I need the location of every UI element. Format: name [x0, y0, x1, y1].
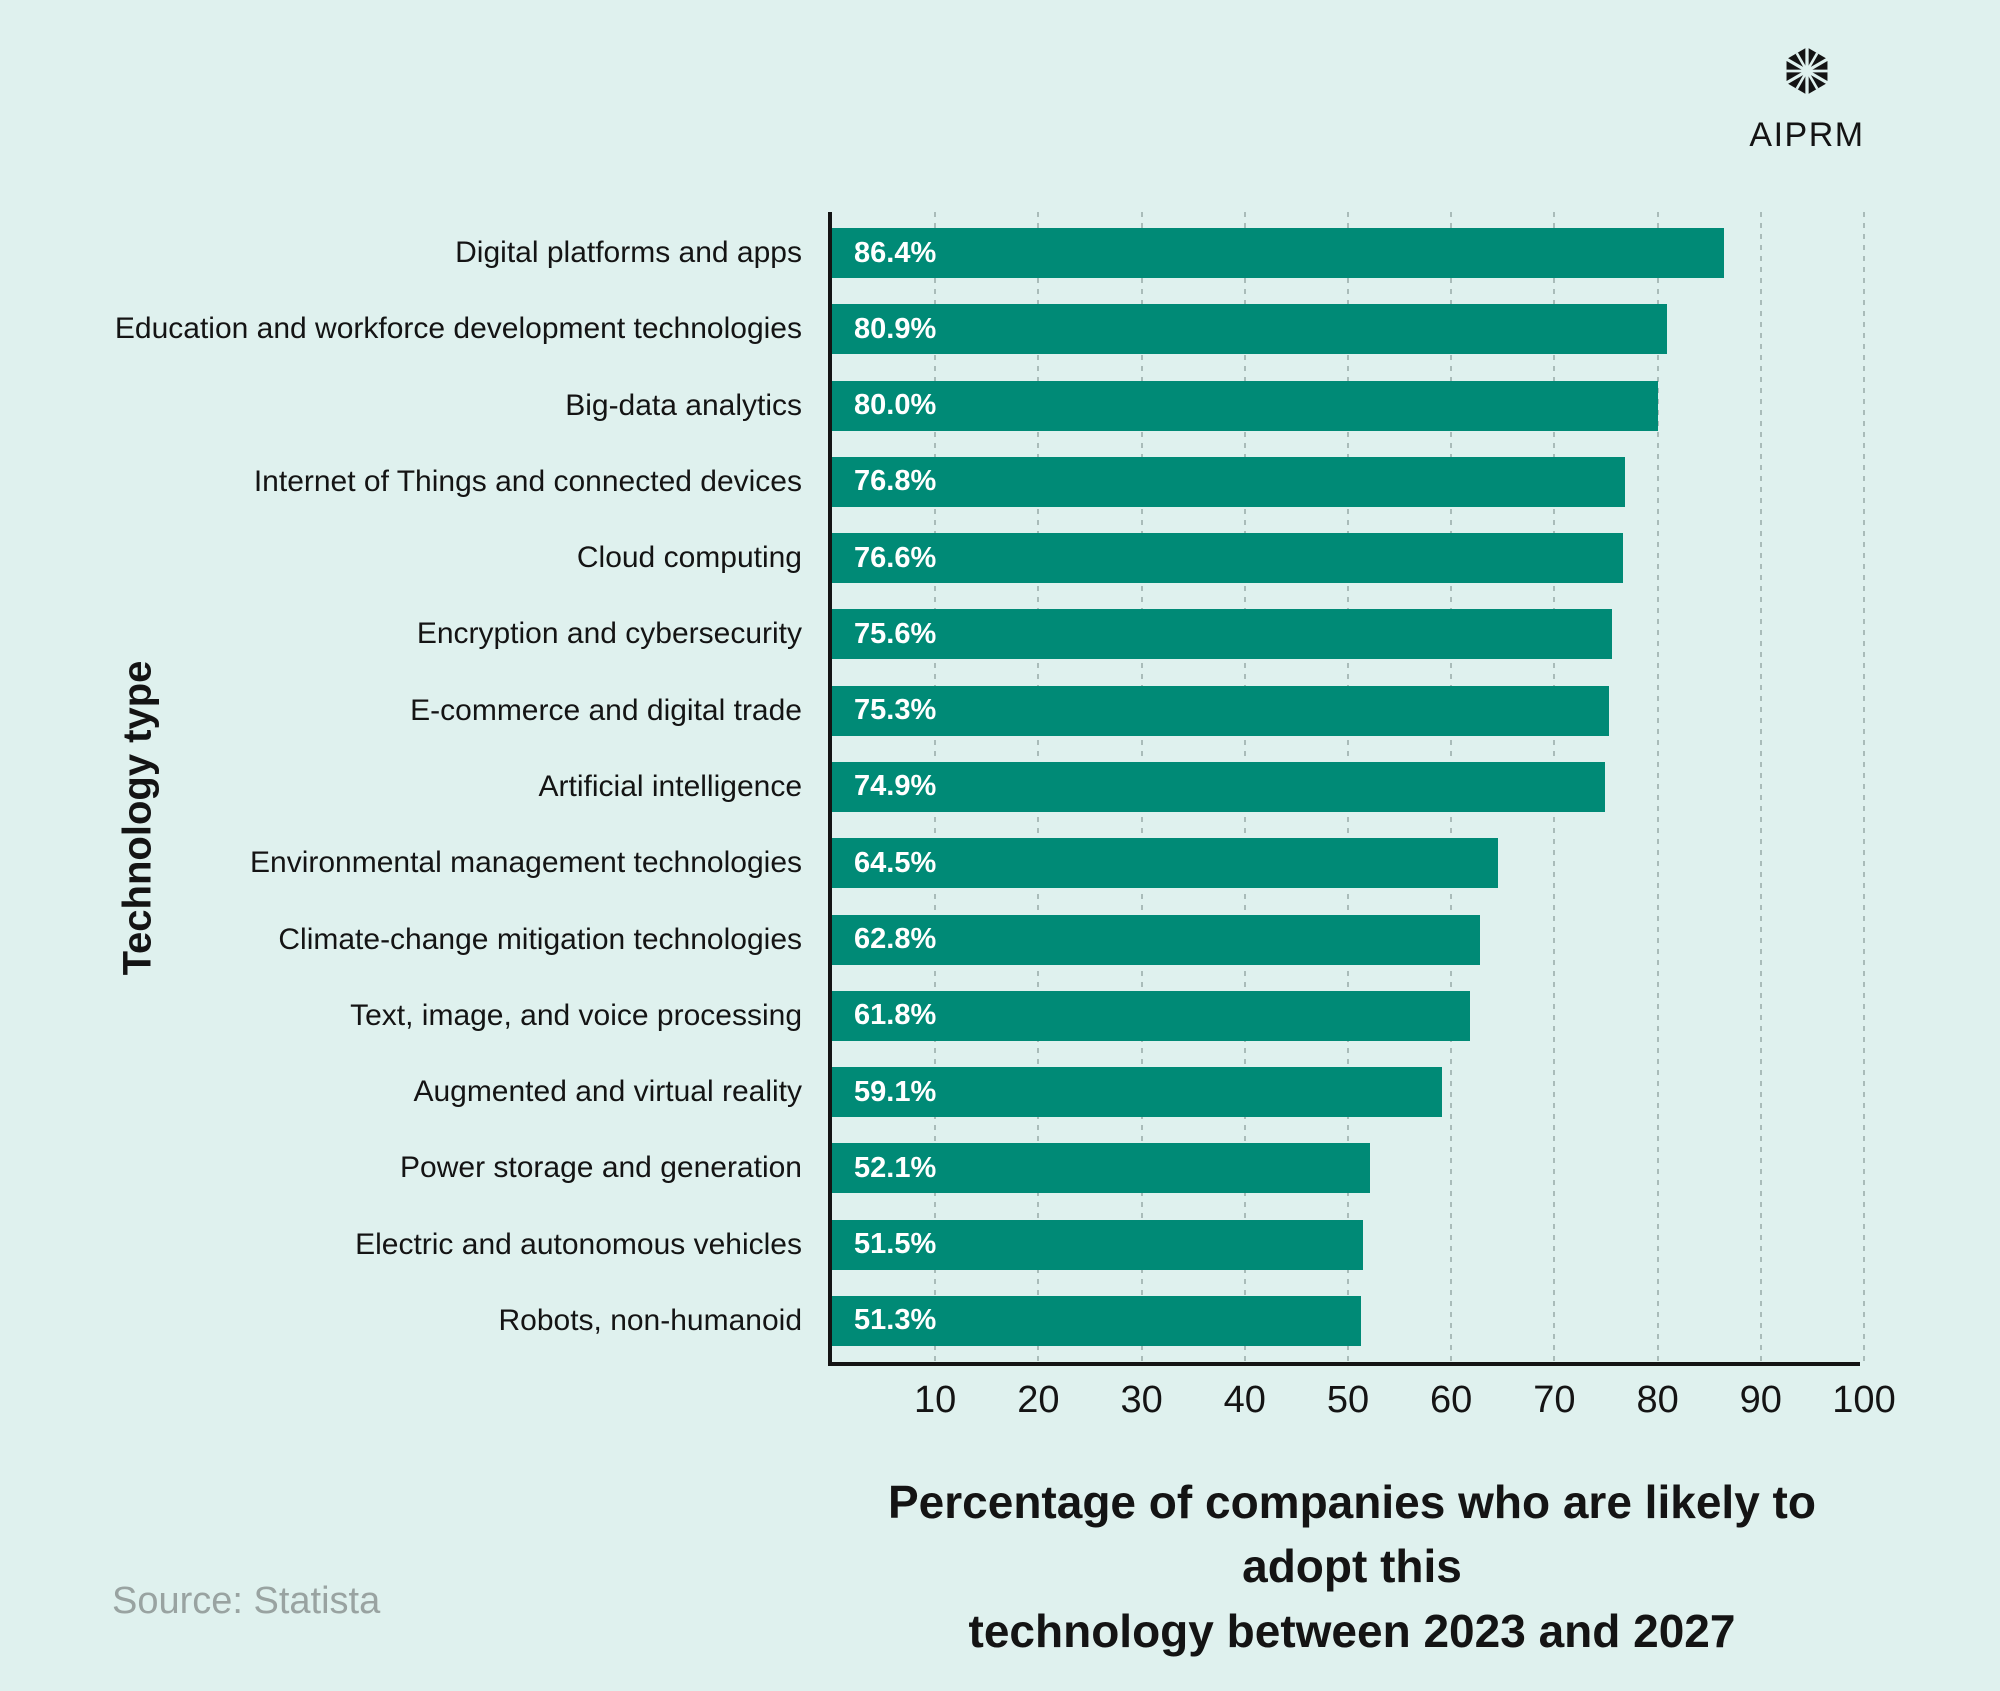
bar-value-label: 62.8% [854, 923, 937, 956]
category-label: Electric and autonomous vehicles [355, 1227, 802, 1261]
category-label: Internet of Things and connected devices [253, 464, 802, 498]
chart-row: Environmental management technologies 64.… [250, 838, 1860, 889]
x-axis-tick-50: 50 [1326, 1379, 1370, 1421]
chart-row: Cloud computing 76.6% [577, 533, 1860, 584]
x-axis-tick-90: 90 [1739, 1379, 1782, 1421]
bar-value-label: 52.1% [854, 1151, 937, 1184]
category-label: Encryption and cybersecurity [416, 617, 802, 651]
x-axis-tick-80: 80 [1636, 1379, 1679, 1421]
source-note: Source: Statista [112, 1580, 381, 1622]
chart-row: Education and workforce development tech… [115, 304, 1860, 355]
bar: 75.3% [832, 685, 1610, 736]
bar: 59.1% [832, 1067, 1442, 1118]
bar: 76.6% [832, 533, 1623, 584]
bar: 86.4% [832, 228, 1724, 278]
brand-name: AIPRM [1749, 116, 1865, 154]
category-label: Digital platforms and apps [455, 236, 802, 269]
gridline-80 [1656, 212, 1659, 1362]
chart-row: Digital platforms and apps 86.4% [455, 228, 1860, 278]
x-axis-tick-70: 70 [1533, 1379, 1576, 1421]
x-axis-tick-20: 20 [1017, 1379, 1060, 1421]
chart-row: Robots, non-humanoid 51.3% [498, 1295, 1860, 1346]
category-label: Robots, non-humanoid [498, 1303, 802, 1337]
category-label: Big-data analytics [565, 388, 802, 422]
x-axis-tick-60: 60 [1430, 1379, 1473, 1421]
x-axis-tick-10: 10 [914, 1379, 957, 1421]
brand-logo: AIPRM [1742, 36, 1872, 155]
gridline-90 [1759, 212, 1762, 1362]
bar: 64.5% [832, 838, 1498, 889]
x-axis-title-line-1: Percentage of companies who are likely t… [888, 1476, 1816, 1593]
x-axis-ticks: 10 20 30 40 50 60 70 80 90 100 [832, 1379, 1896, 1421]
x-axis-title-line-2: technology between 2023 and 2027 [968, 1604, 1736, 1657]
bar-value-label: 75.6% [854, 617, 937, 650]
chart-row: E-commerce and digital trade 75.3% [410, 685, 1860, 736]
category-label: Education and workforce development tech… [114, 312, 802, 346]
chart-row: Big-data analytics 80.0% [565, 380, 1860, 431]
bar-value-label: 64.5% [854, 846, 937, 879]
x-axis-tick-100: 100 [1832, 1379, 1896, 1421]
bar-rows: Digital platforms and apps 86.4% Education… [115, 212, 1860, 1362]
category-label: Augmented and virtual reality [413, 1075, 802, 1109]
category-label: Cloud computing [576, 541, 802, 575]
bar-value-label: 76.8% [854, 465, 937, 498]
category-label: Power storage and generation [400, 1151, 802, 1185]
chart-row: Encryption and cybersecurity 75.6% [417, 609, 1860, 660]
bar: 74.9% [832, 761, 1605, 812]
chart-row: Power storage and generation 52.1% [400, 1143, 1860, 1194]
bar-value-label: 61.8% [854, 999, 937, 1032]
gridline-100 [1863, 212, 1865, 1362]
plot-area: Digital platforms and apps 86.4% Education… [115, 212, 1896, 1421]
bar: 80.0% [832, 380, 1658, 431]
chart-row: Augmented and virtual reality 59.1% [413, 1067, 1860, 1118]
chart-row: Electric and autonomous vehicles 51.5% [355, 1219, 1860, 1270]
y-axis-title: Technology type [115, 660, 160, 976]
bar: 51.3% [832, 1295, 1362, 1346]
chart-row: Climate-change mitigation technologies 62… [278, 914, 1860, 965]
category-label: E-commerce and digital trade [410, 693, 802, 727]
category-label: Climate-change mitigation technologies [278, 922, 802, 956]
bar-value-label: 75.3% [854, 694, 937, 727]
bar-value-label: 74.9% [854, 770, 937, 803]
category-label: Environmental management technologies [250, 846, 802, 880]
category-label: Text, image, and voice processing [350, 998, 802, 1032]
bar-value-label: 80.0% [854, 389, 937, 422]
bar: 76.8% [832, 456, 1625, 507]
bar: 61.8% [832, 990, 1470, 1041]
chart-row: Text, image, and voice processing 61.8% [350, 990, 1860, 1041]
bar: 75.6% [832, 609, 1613, 660]
bar-value-label: 80.9% [854, 312, 937, 345]
category-label: Artificial intelligence [538, 769, 802, 803]
x-axis-tick-40: 40 [1223, 1379, 1266, 1421]
bar: 51.5% [832, 1219, 1364, 1270]
bar-value-label: 76.6% [854, 541, 937, 574]
x-axis-title: Percentage of companies who are likely t… [828, 1470, 1876, 1663]
bar-value-label: 59.1% [854, 1075, 937, 1108]
chart-row: Internet of Things and connected devices… [254, 456, 1860, 507]
bar: 80.9% [832, 304, 1667, 355]
bar: 62.8% [832, 914, 1481, 965]
x-axis-tick-30: 30 [1120, 1379, 1163, 1421]
brand-hexagon-icon [1784, 45, 1830, 97]
bar-value-label: 51.5% [854, 1228, 937, 1261]
chart-row: Artificial intelligence 74.9% [539, 761, 1860, 812]
bar-value-label: 51.3% [854, 1304, 937, 1337]
bar-value-label: 86.4% [854, 236, 937, 269]
bar: 52.1% [832, 1143, 1370, 1194]
